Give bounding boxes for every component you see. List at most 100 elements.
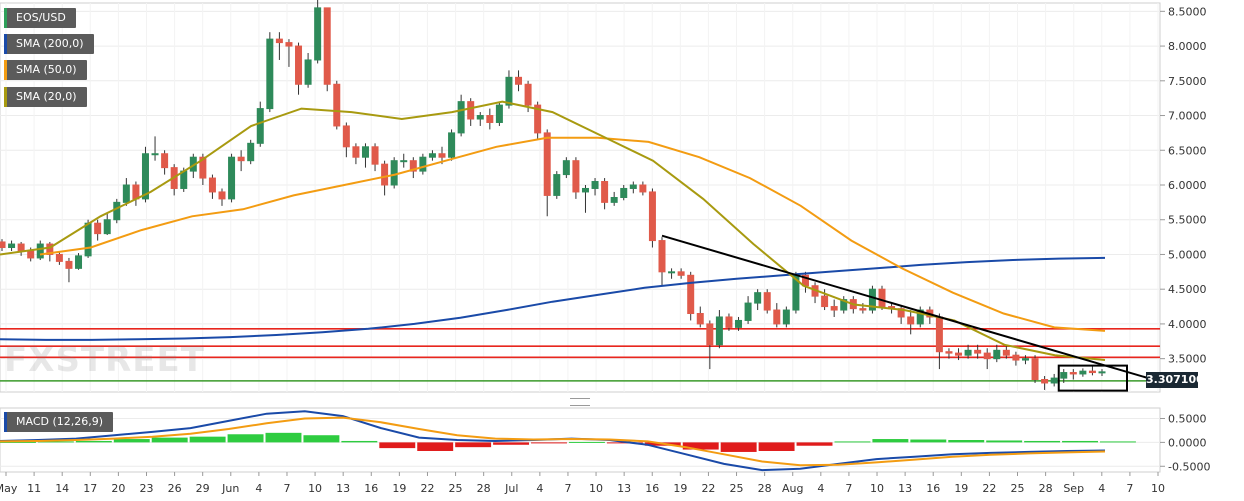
candle-body — [543, 132, 551, 196]
candle-body — [601, 181, 609, 203]
macd-tick-label: -0.5000 — [1168, 460, 1210, 473]
candle-body — [916, 309, 924, 325]
sma50-swatch — [4, 60, 7, 80]
time-tick-label: 4 — [255, 482, 262, 495]
legend-sma200[interactable]: SMA (200,0) — [4, 34, 94, 54]
candle-body — [983, 352, 991, 360]
candle-body — [524, 83, 532, 106]
time-tick-label: 29 — [196, 482, 210, 495]
macd-histogram-bar — [455, 442, 492, 448]
candle-body — [505, 76, 513, 106]
candle-body — [94, 222, 102, 235]
candle-body — [735, 319, 743, 328]
candle-body — [46, 243, 54, 255]
candle-body — [352, 146, 360, 158]
candle-body — [84, 222, 92, 257]
macd-histogram-bar — [265, 432, 302, 443]
pane-divider-handle[interactable] — [570, 398, 590, 406]
candle-body — [295, 45, 303, 85]
candle-body — [763, 292, 771, 311]
candle-body — [907, 316, 915, 325]
candle-body — [0, 241, 6, 249]
time-tick-label: 10 — [589, 482, 603, 495]
candle-body — [696, 313, 704, 325]
candle-body — [75, 255, 83, 269]
candle-body — [859, 308, 867, 311]
macd-histogram-bar — [417, 442, 454, 451]
macd-histogram-bar — [1062, 440, 1098, 443]
candle-body — [821, 295, 829, 308]
time-tick-label: 28 — [477, 482, 491, 495]
time-tick-label: 4 — [1098, 482, 1105, 495]
candle-body — [1041, 378, 1049, 384]
pair-label: EOS/USD — [4, 8, 76, 28]
candle-body — [476, 115, 484, 120]
candle-body — [868, 288, 876, 311]
candle-body — [237, 156, 245, 162]
macd-histogram-bar — [341, 440, 378, 443]
candle-body — [1021, 358, 1029, 361]
candle-body — [438, 153, 446, 158]
macd-histogram-bar — [986, 440, 1023, 443]
candle-body — [36, 243, 44, 259]
candle-body — [199, 156, 207, 179]
time-tick-label: Jun — [221, 482, 239, 495]
sma20-line — [0, 100, 1106, 361]
candle-body — [65, 260, 73, 269]
candle-body — [103, 219, 111, 235]
macd-histogram-bar — [1100, 441, 1136, 443]
time-tick-label: 16 — [926, 482, 940, 495]
macd-histogram-bar — [531, 442, 567, 444]
sma200-line — [0, 256, 1106, 341]
macd-histogram-bar — [0, 441, 36, 443]
candle-body — [314, 7, 322, 61]
candle-body — [419, 156, 427, 172]
candle-body — [256, 108, 264, 144]
candle-body — [572, 160, 580, 193]
candle-body — [648, 191, 656, 242]
candle-body — [620, 187, 628, 199]
candle-body — [161, 153, 169, 169]
legend-macd[interactable]: MACD (12,26,9) — [4, 412, 114, 432]
time-tick-label: 19 — [673, 482, 687, 495]
candle-body — [381, 163, 389, 186]
legend-sma20[interactable]: SMA (20,0) — [4, 87, 87, 107]
candle-body — [27, 250, 35, 259]
candle-body — [629, 184, 637, 189]
trendline — [661, 234, 1161, 383]
candle-body — [55, 253, 63, 262]
candle-body — [285, 42, 293, 47]
candle-body — [974, 349, 982, 354]
time-tick-label: 10 — [1151, 482, 1165, 495]
legend-sma50[interactable]: SMA (50,0) — [4, 60, 87, 80]
candle-body — [1002, 349, 1010, 356]
candle-body — [228, 156, 236, 200]
macd-signal-line — [0, 416, 1106, 467]
candle-body — [610, 197, 618, 203]
candle-body — [371, 146, 379, 165]
time-tick-label: 25 — [449, 482, 463, 495]
macd-tick-label: 0.5000 — [1168, 413, 1207, 426]
candle-body — [668, 271, 676, 274]
macd-histogram-bar — [682, 442, 719, 450]
time-tick-label: 22 — [982, 482, 996, 495]
candle-body — [247, 142, 255, 162]
macd-histogram-bar — [37, 441, 74, 443]
price-tick-label: 4.5000 — [1168, 283, 1207, 296]
watermark-logo: FXSTREET — [4, 340, 205, 380]
candle-body — [428, 153, 436, 158]
candle-body — [964, 349, 972, 356]
time-tick-label: 7 — [845, 482, 852, 495]
candle-body — [945, 351, 953, 354]
candle-body — [1012, 354, 1020, 361]
time-tick-label: 14 — [55, 482, 69, 495]
pair-swatch — [4, 8, 7, 28]
candle-body — [495, 104, 503, 123]
candle-body — [840, 299, 848, 311]
macd-histogram-bar — [379, 442, 416, 449]
candle-body — [1031, 358, 1039, 380]
sma50-line — [39, 136, 1106, 332]
macd-histogram-bar — [227, 434, 264, 443]
candle-body — [266, 38, 274, 110]
candle-body — [1088, 370, 1096, 374]
